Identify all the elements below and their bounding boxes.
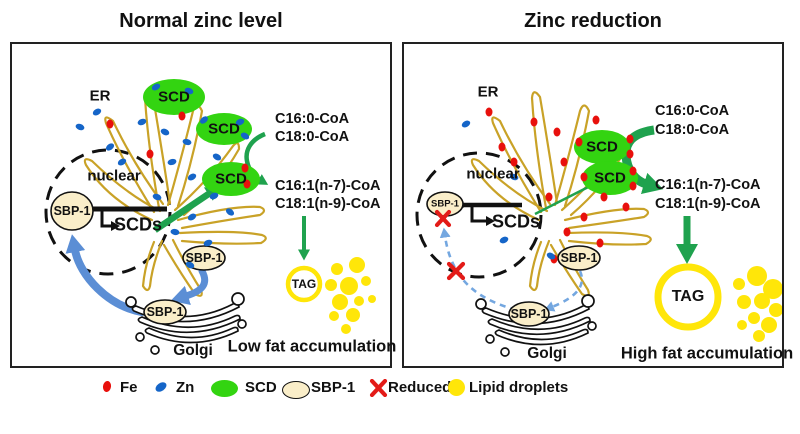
product-c16: C16:1(n-7)-CoA: [655, 177, 761, 193]
fat-accumulation-caption: High fat accumulation: [620, 344, 794, 363]
er-label: ER: [477, 83, 499, 101]
product-c16: C16:1(n-7)-CoA: [275, 178, 381, 194]
tag-circle: [285, 265, 323, 303]
scd-oval-1: [574, 130, 630, 164]
sbp1-golgi-label: SBP-1: [146, 305, 184, 319]
panel-normal-zinc: ER nuclear SCDs SCD SCD SCD SBP-1 SBP-1 …: [10, 42, 396, 368]
scds-gene-label: SCDs: [113, 214, 163, 235]
panel-zinc-reduction: ER nuclear SCDs SCD SCD SBP-1 SBP-1 SBP-…: [402, 42, 793, 368]
reduced-x-transport: [446, 261, 466, 281]
scd-oval-2: [582, 161, 638, 195]
panel-title-reduction: Zinc reduction: [524, 10, 662, 32]
diagram-reduction: [415, 91, 782, 357]
substrate-c16: C16:0-CoA: [275, 111, 350, 127]
sbp1-er-label: SBP-1: [185, 251, 223, 265]
tag-label: TAG: [291, 277, 317, 291]
scd-label-3: SCD: [215, 170, 247, 188]
sbp1-er-to-golgi-arrow-reduced: [544, 270, 584, 312]
sbp1-er-oval: [557, 245, 601, 271]
lipid-droplet-icon: [448, 379, 465, 396]
sbp1-nucleus-label: SBP-1: [431, 198, 459, 210]
legend-label-lipid: Lipid droplets: [469, 379, 569, 396]
fe-dots: [485, 107, 637, 264]
zn-dots: [461, 120, 556, 260]
sbp1-nucleus-label: SBP-1: [53, 204, 91, 218]
golgi-label: Golgi: [527, 345, 567, 362]
er-label: ER: [89, 87, 111, 105]
substrate-c16: C16:0-CoA: [655, 103, 730, 119]
reduced-x-icon: [369, 379, 388, 397]
golgi-structure: [475, 294, 597, 357]
scd-oval-icon: [211, 380, 238, 397]
zn-dots: [75, 83, 250, 269]
sbp1-nucleus-oval: [50, 191, 94, 231]
sbp1-golgi-oval: [143, 299, 187, 325]
lipid-droplets-cluster: [733, 266, 782, 342]
diagram-normal: [44, 79, 376, 355]
zn-dot-icon: [153, 380, 169, 394]
scd-label-2: SCD: [594, 169, 626, 187]
sbp1-golgi-label: SBP-1: [510, 307, 548, 321]
scd-label-2: SCD: [208, 120, 240, 138]
sbp1-er-label: SBP-1: [560, 251, 598, 265]
scds-gene-label: SCDs: [491, 211, 541, 232]
product-c18: C18:1(n-9)-CoA: [655, 196, 761, 212]
lipid-droplets-cluster: [325, 257, 376, 334]
legend-label-sbp1: SBP-1: [311, 379, 356, 396]
fe-dot-icon: [102, 380, 112, 393]
sbp1-er-oval: [182, 245, 226, 271]
tag-circle: [654, 263, 722, 331]
golgi-label: Golgi: [173, 342, 213, 359]
legend-label-fe: Fe: [120, 379, 138, 396]
product-c18: C18:1(n-9)-CoA: [275, 196, 381, 212]
transcription-arrow: [100, 209, 120, 231]
sbp1-er-to-golgi-arrow: [170, 267, 209, 305]
scd-label-1: SCD: [158, 88, 190, 106]
panel-title-normal: Normal zinc level: [119, 10, 283, 32]
nuclear-envelope: [44, 148, 172, 276]
fe-dots: [106, 111, 251, 189]
legend-label-zn: Zn: [176, 379, 195, 396]
scds-to-scd-arrow: [153, 185, 222, 233]
sbp1-oval-icon: [282, 381, 310, 399]
substrate-c18: C18:0-CoA: [275, 129, 350, 145]
legend-label-reduced: Reduced: [388, 379, 452, 396]
reduced-x-nucleus: [434, 209, 452, 228]
sbp1-golgi-to-nucleus-arrow-reduced: [439, 227, 517, 312]
legend-label-scd: SCD: [245, 379, 277, 396]
scd-label-1: SCD: [586, 138, 618, 156]
nuclear-envelope: [415, 151, 543, 279]
sbp1-golgi-oval: [508, 301, 550, 327]
nuclear-label: nuclear: [87, 167, 141, 185]
substrate-c18: C18:0-CoA: [655, 122, 730, 138]
tag-label: TAG: [671, 288, 705, 305]
transcription-arrow: [470, 205, 495, 226]
fat-accumulation-caption: Low fat accumulation: [227, 337, 397, 356]
sbp1-golgi-to-nucleus-arrow: [65, 234, 146, 316]
nuclear-label: nuclear: [466, 165, 520, 183]
